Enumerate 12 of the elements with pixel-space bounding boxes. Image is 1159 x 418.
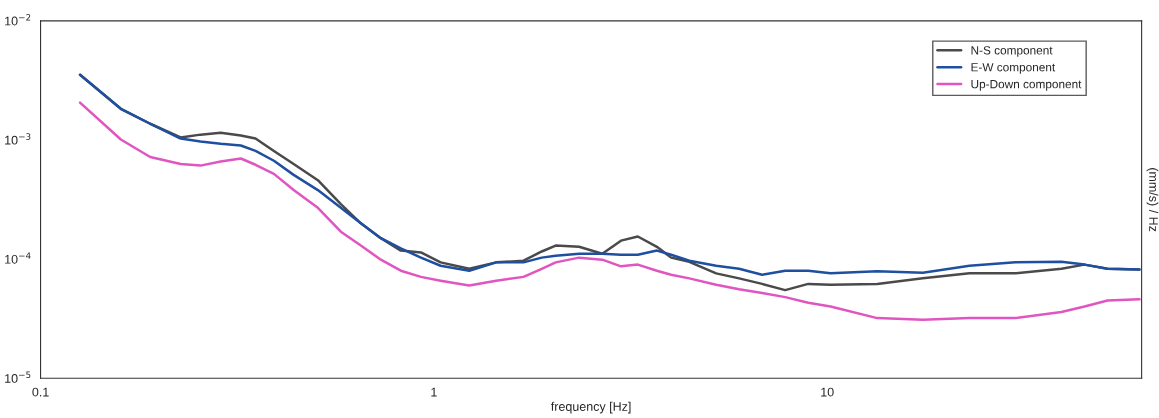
x-tick-label: 0.1: [32, 387, 49, 397]
x-tick-label: 1: [431, 387, 437, 397]
legend-label: Up-Down component: [971, 80, 1082, 91]
y-tick-label: 10$^{−4}$: [5, 252, 31, 264]
y-axis-title: (mm/s) / Hz: [1146, 168, 1159, 232]
legend-label: E-W component: [971, 63, 1056, 74]
y-tick-label: 10$^{−5}$: [5, 371, 31, 383]
legend-label: N-S component: [971, 46, 1053, 57]
x-tick-label: 10: [821, 387, 834, 397]
y-tick-label: 10$^{−2}$: [5, 14, 31, 26]
x-axis-title: frequency [Hz]: [550, 401, 631, 414]
y-tick-label: 10$^{−3}$: [5, 133, 31, 145]
